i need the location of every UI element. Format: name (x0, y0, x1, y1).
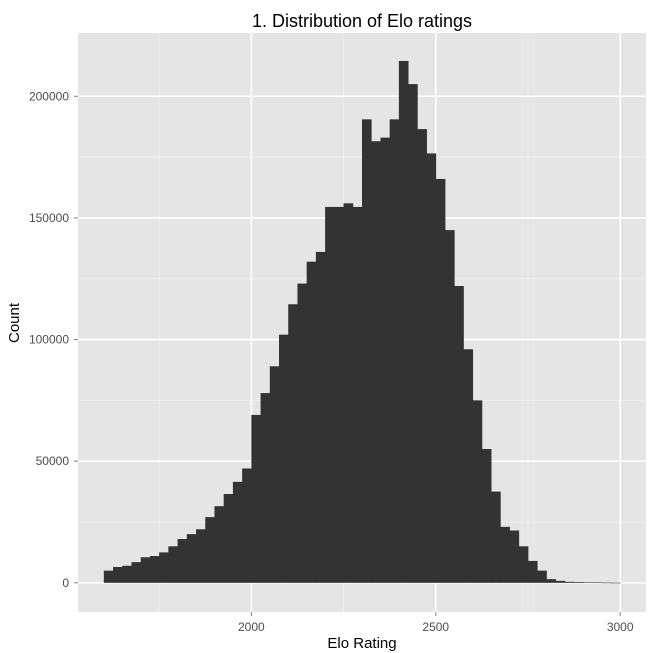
histogram-bar (500, 526, 510, 583)
histogram-bar (149, 556, 160, 583)
histogram-bar (122, 565, 132, 583)
histogram-bar (214, 506, 225, 583)
histogram-bar (463, 349, 474, 583)
histogram-bar (417, 129, 427, 583)
histogram-bar (509, 530, 520, 583)
chart-title: 1. Distribution of Elo ratings (252, 11, 472, 31)
histogram-bar (574, 582, 584, 583)
histogram-bar (103, 570, 114, 583)
histogram-bar (168, 546, 178, 583)
histogram-bar (242, 468, 252, 583)
histogram-bar (306, 261, 317, 583)
histogram-bar (279, 334, 289, 583)
histogram-bar (583, 582, 593, 583)
histogram-bar (232, 481, 243, 583)
histogram-bar (518, 546, 529, 583)
histogram-bar (527, 560, 538, 583)
histogram-bar (334, 206, 344, 583)
histogram-bar (251, 414, 261, 583)
histogram-bar (288, 304, 298, 583)
histogram-bar (362, 119, 372, 583)
histogram-bar (389, 119, 400, 583)
histogram-bar (592, 582, 603, 584)
x-tick-label: 3000 (607, 620, 634, 634)
histogram-bar (472, 400, 483, 583)
histogram-bar (444, 230, 455, 583)
histogram-bar (426, 153, 437, 583)
histogram-bar (555, 580, 566, 583)
histogram-bar (546, 579, 557, 583)
histogram-bar (435, 178, 446, 583)
y-tick-label: 50000 (36, 454, 70, 468)
x-tick-label: 2500 (422, 620, 449, 634)
histogram-bar (408, 84, 418, 583)
histogram-bar (491, 491, 501, 583)
histogram-bar (380, 137, 391, 583)
histogram-bar (398, 60, 409, 583)
histogram-bar (186, 534, 197, 583)
y-tick-label: 200000 (29, 89, 69, 103)
histogram-bar (564, 581, 575, 583)
histogram-bar (260, 393, 271, 583)
histogram-bar (223, 494, 234, 583)
y-tick-label: 100000 (29, 333, 69, 347)
y-tick-label: 150000 (29, 211, 69, 225)
x-axis: 2000 2500 3000 (238, 612, 634, 634)
histogram-bar (537, 570, 547, 583)
histogram-bar (140, 557, 151, 583)
x-axis-title: Elo Rating (327, 635, 396, 652)
x-tick-label: 2000 (238, 620, 265, 634)
histogram-bar (159, 552, 169, 583)
histogram-bar (196, 529, 206, 583)
histogram-bar (131, 562, 142, 583)
histogram-bar (269, 366, 280, 583)
histogram-bar (315, 251, 326, 583)
histogram-bar (601, 582, 612, 584)
y-axis: 0 50000 100000 150000 200000 (29, 89, 78, 590)
histogram-bar (371, 141, 381, 583)
histogram-bar (297, 283, 308, 583)
y-tick-label: 0 (62, 576, 69, 590)
y-axis-title: Count (6, 302, 23, 343)
histogram-bar (610, 582, 621, 584)
histogram-bar (325, 206, 335, 583)
histogram-bar (352, 206, 363, 583)
histogram-bars (103, 60, 621, 584)
histogram-bar (113, 566, 123, 583)
histogram-bar (343, 203, 354, 583)
histogram-bar (177, 539, 188, 583)
histogram-bar (481, 449, 492, 583)
histogram-bar (205, 517, 215, 583)
histogram-bar (454, 286, 464, 583)
